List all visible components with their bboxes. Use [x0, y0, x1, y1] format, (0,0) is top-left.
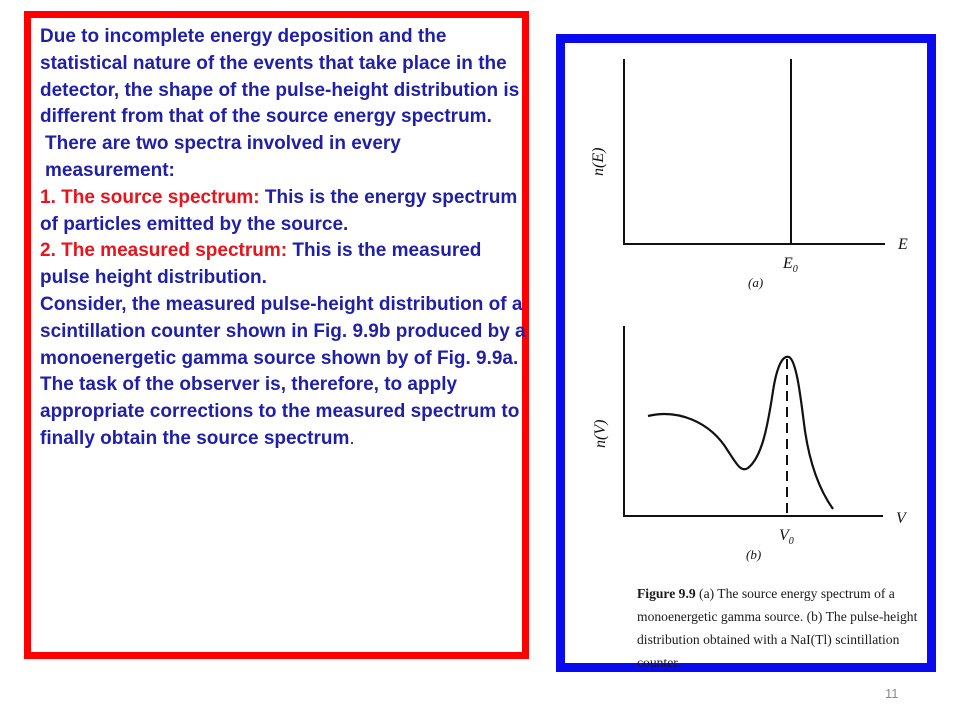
- two-spectra-paragraph: There are two spectra involved in every …: [45, 133, 401, 181]
- tick-e0-label: E0: [782, 255, 798, 275]
- item2-text: This is the measured pulse height distri…: [40, 240, 482, 289]
- task-text: The task of the observer is, therefore, …: [40, 374, 520, 449]
- axis-a-y-label: n(E): [590, 148, 607, 176]
- figure-svg: n(E) E E0 (a) n(V) V V0 (b): [590, 59, 908, 562]
- axis-b-y-label: n(V): [592, 420, 609, 448]
- item-measured-spectrum: 2. The measured spectrum: This is the me…: [40, 238, 526, 292]
- text-block: Due to incomplete energy deposition and …: [40, 24, 526, 453]
- task-period: .: [349, 427, 355, 449]
- figure-panel: n(E) E E0 (a) n(V) V V0 (b) Figure 9.9 (…: [556, 34, 936, 672]
- item1-label: 1. The source spectrum:: [40, 186, 260, 208]
- axis-b-x-label: V: [896, 510, 908, 527]
- intro-paragraph: Due to incomplete energy deposition and …: [40, 26, 520, 128]
- panel-b-label: (b): [746, 547, 761, 562]
- pulse-height-curve: [647, 355, 834, 510]
- page-number: 11: [885, 686, 899, 701]
- item-source-spectrum: 1. The source spectrum: This is the ener…: [40, 185, 526, 239]
- text-panel: Due to incomplete energy deposition and …: [24, 11, 529, 659]
- item1-text: This is the energy spectrum of particles…: [40, 186, 518, 235]
- tick-v0-label: V0: [779, 527, 794, 547]
- caption-figure-number: Figure 9.9: [637, 586, 696, 601]
- panel-a-label: (a): [748, 275, 763, 290]
- consider-paragraph: Consider, the measured pulse-height dist…: [40, 293, 526, 369]
- task-paragraph: The task of the observer is, therefore, …: [40, 372, 526, 452]
- axis-a-x-label: E: [897, 236, 908, 253]
- figure-caption: Figure 9.9 (a) The source energy spectru…: [637, 582, 927, 674]
- item2-label: 2. The measured spectrum:: [40, 240, 288, 262]
- caption-text: (a) The source energy spectrum of a mono…: [637, 586, 918, 670]
